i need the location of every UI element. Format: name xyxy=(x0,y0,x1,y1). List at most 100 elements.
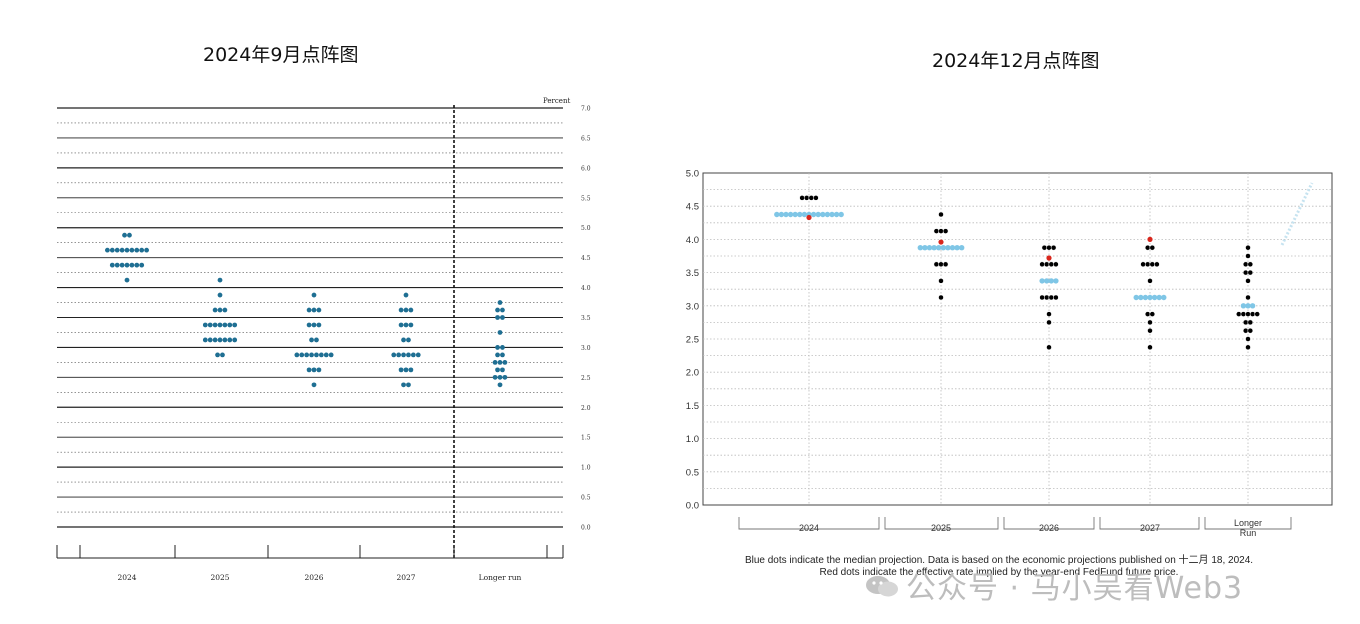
dec-dot xyxy=(1144,311,1151,317)
sep-dot xyxy=(217,337,223,343)
dec-median-dot xyxy=(778,211,785,218)
dec-median-dot xyxy=(936,245,942,251)
sep-dot xyxy=(105,247,110,253)
sep-dot xyxy=(500,315,505,320)
dec-dot xyxy=(938,261,944,268)
sep-dot xyxy=(311,382,317,388)
sep-dot xyxy=(401,382,406,388)
sep-dot xyxy=(500,345,505,350)
sep-dot xyxy=(311,322,317,328)
sep-dot xyxy=(122,232,127,238)
dec-median-dot xyxy=(940,245,946,251)
sep-dot xyxy=(220,352,225,358)
sep-y-tick-label: 5.0 xyxy=(581,225,591,232)
dec-median-dot xyxy=(1240,303,1247,309)
dec-median-dot xyxy=(945,245,951,251)
dec-dot xyxy=(1245,244,1251,251)
left-chart-title: 2024年9月点阵图 xyxy=(203,44,359,66)
sep-dot xyxy=(401,352,406,358)
sep-y-tick-label: 1.0 xyxy=(581,465,591,472)
sep-dot xyxy=(328,352,334,358)
dec-y-tick-label: 2.5 xyxy=(686,335,699,346)
sep-dot xyxy=(109,262,115,268)
dec-median-dot xyxy=(797,211,803,218)
sep-dot xyxy=(492,359,498,365)
sep-dot xyxy=(304,352,310,358)
sep-dot xyxy=(323,352,329,358)
sep-dot xyxy=(232,322,238,328)
dec-median-dot xyxy=(824,211,831,218)
dec-dot xyxy=(938,278,944,284)
sep-dot xyxy=(222,307,228,313)
dec-plot-frame xyxy=(702,172,1333,506)
dec-y-tick-label: 1.5 xyxy=(686,401,699,412)
sep-x-tick-label: 2027 xyxy=(396,573,415,582)
dec-dot xyxy=(1149,311,1156,317)
dec-dot xyxy=(1039,294,1045,301)
sep-dot xyxy=(124,277,130,283)
sep-dot xyxy=(212,337,218,343)
dec-median-dot xyxy=(1161,294,1167,301)
dec-dot xyxy=(1247,327,1254,334)
sep-dot xyxy=(124,247,130,253)
dec-dot xyxy=(1147,319,1153,326)
dec-dot xyxy=(1140,261,1146,268)
dec-dot xyxy=(1240,311,1247,317)
sep-dot xyxy=(311,307,317,313)
dec-dot xyxy=(1046,344,1052,351)
sep-dot xyxy=(408,322,414,328)
sep-y-tick-label: 2.5 xyxy=(581,375,591,382)
dec-x-tick-label: Run xyxy=(1240,528,1257,538)
sep-dot xyxy=(217,307,223,313)
dec-median-dot xyxy=(783,211,789,218)
sep-dot xyxy=(316,367,322,373)
dec-dot xyxy=(1249,311,1256,317)
sep-dot xyxy=(299,352,305,358)
dec-median-dot xyxy=(1151,294,1158,301)
dec-dot xyxy=(1245,294,1251,301)
sep-dot xyxy=(217,322,223,328)
dec-x-bracket xyxy=(1003,517,1095,530)
sep-dot xyxy=(314,337,319,343)
sep-y-tick-label: 7.0 xyxy=(581,106,591,113)
sep-dot xyxy=(114,262,120,268)
sep-dot xyxy=(410,352,416,358)
sep-dot xyxy=(134,247,140,253)
dec-median-dot xyxy=(1039,278,1045,284)
dec-dot xyxy=(1050,244,1057,251)
dec-median-dot xyxy=(917,245,923,251)
sep-dot xyxy=(217,277,223,283)
sep-dot xyxy=(139,247,145,253)
dec-dot xyxy=(1247,261,1254,268)
dec-dot xyxy=(938,294,944,301)
dec-dot xyxy=(942,228,949,234)
dec-dot xyxy=(808,195,815,201)
sep-dot xyxy=(403,307,409,313)
sep-y-tick-label: 3.0 xyxy=(581,345,591,352)
sep-dot xyxy=(129,247,135,253)
sep-dot xyxy=(403,367,409,373)
dec-dot xyxy=(1154,261,1160,268)
sep-dot xyxy=(144,247,150,253)
sep-dot xyxy=(406,337,411,343)
sep-dot xyxy=(500,352,505,358)
dec-median-dot xyxy=(774,211,780,218)
dec-x-bracket xyxy=(1204,517,1292,530)
sep-dot xyxy=(406,382,411,388)
dec-median-dot xyxy=(926,245,933,251)
dec-median-dot xyxy=(801,211,808,218)
sep-dot xyxy=(398,367,404,373)
sep-x-tick-label: Longer run xyxy=(479,573,522,582)
sep-dot xyxy=(497,330,503,335)
sep-dot xyxy=(311,292,317,298)
dec-dot xyxy=(1144,244,1151,251)
dec-y-tick-label: 2.0 xyxy=(686,368,699,379)
sep-dot xyxy=(316,307,322,313)
sep-dot xyxy=(500,367,505,373)
sep-dot xyxy=(222,337,228,343)
dec-dot xyxy=(1147,344,1153,351)
dec-x-tick-label: 2026 xyxy=(1039,523,1059,533)
dec-y-tick-label: 4.0 xyxy=(686,235,699,246)
dec-dot xyxy=(938,228,944,234)
